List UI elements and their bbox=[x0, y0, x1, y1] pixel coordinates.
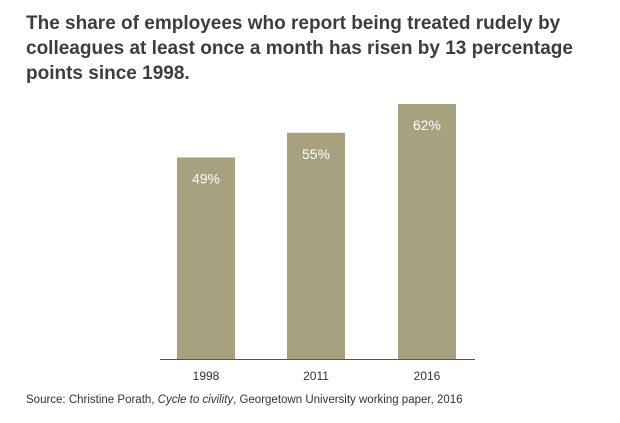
tick-labels-group: 1998 2011 2016 bbox=[193, 369, 441, 383]
data-label-1998: 49% bbox=[192, 170, 220, 186]
source-work-title: Cycle to civility bbox=[157, 394, 234, 406]
data-label-2011: 55% bbox=[302, 146, 330, 162]
tick-label-1998: 1998 bbox=[193, 369, 220, 383]
bars-group: 49% 55% 62% bbox=[177, 104, 456, 359]
source-prefix: Source: Christine Porath, bbox=[26, 394, 158, 406]
tick-label-2011: 2011 bbox=[303, 369, 329, 383]
tick-label-2016: 2016 bbox=[414, 369, 441, 383]
bar-2016 bbox=[398, 104, 456, 359]
source-note: Source: Christine Porath, Cycle to civil… bbox=[26, 394, 606, 406]
bar-1998 bbox=[177, 157, 235, 359]
data-label-2016: 62% bbox=[413, 117, 441, 133]
source-suffix: , Georgetown University working paper, 2… bbox=[233, 394, 463, 406]
chart-title: The share of employees who report being … bbox=[26, 13, 573, 84]
bar-2011 bbox=[287, 132, 345, 359]
